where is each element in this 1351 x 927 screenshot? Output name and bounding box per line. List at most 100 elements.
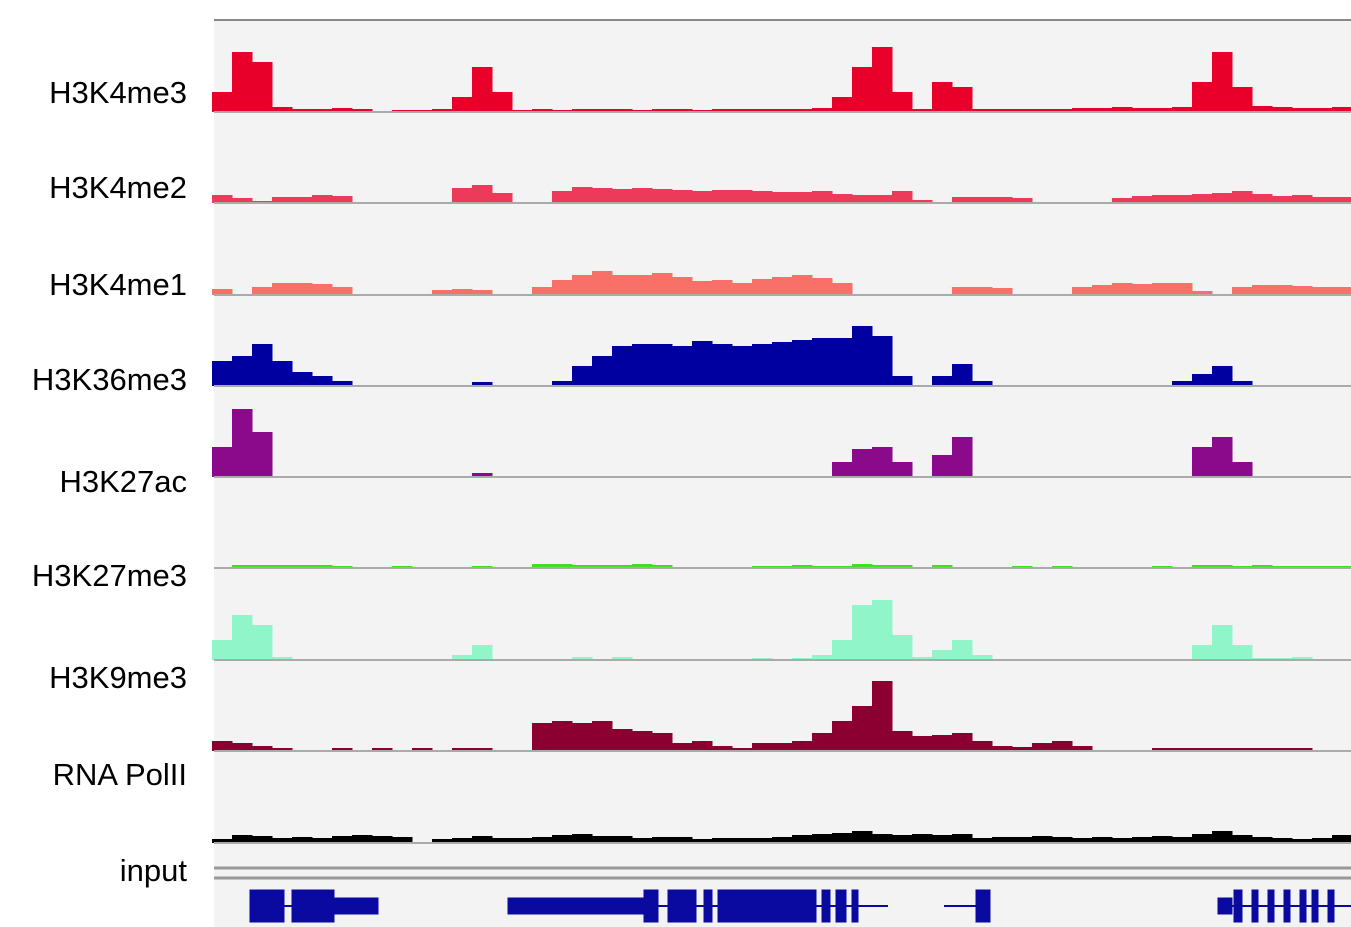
signal-bar: [412, 748, 433, 751]
signal-bar: [612, 346, 633, 386]
signal-bar: [712, 190, 733, 203]
signal-bar: [772, 342, 793, 386]
exon: [1283, 889, 1291, 923]
signal-bar: [792, 109, 813, 112]
signal-bar: [952, 437, 973, 477]
exon: [249, 889, 285, 923]
signal-bar: [212, 361, 233, 386]
signal-bar: [232, 409, 253, 477]
signal-bar: [352, 109, 373, 112]
signal-bar: [272, 197, 293, 203]
signal-bar: [352, 835, 373, 843]
signal-bar: [1172, 107, 1193, 112]
track-label: H3K27me3: [32, 558, 187, 593]
signal-bar: [472, 836, 493, 843]
signal-bar: [1052, 741, 1073, 751]
signal-bar: [712, 746, 733, 751]
signal-bar: [772, 192, 793, 203]
signal-bar: [732, 346, 753, 386]
signal-bar: [1212, 565, 1233, 568]
signal-bar: [1312, 838, 1333, 843]
signal-bar: [932, 376, 953, 386]
signal-bar: [992, 197, 1013, 203]
signal-bar: [772, 837, 793, 843]
track-panel: [214, 20, 1351, 927]
signal-bar: [1192, 447, 1213, 477]
signal-bar: [952, 834, 973, 843]
signal-bar: [992, 288, 1013, 295]
signal-bar: [692, 191, 713, 203]
signal-bar: [892, 191, 913, 203]
signal-bar: [792, 741, 813, 751]
signal-bar: [752, 279, 773, 295]
signal-bar: [1012, 198, 1033, 203]
track: [212, 600, 1351, 661]
signal-bar: [1232, 191, 1253, 203]
signal-bar: [472, 748, 493, 751]
signal-bar: [612, 275, 633, 295]
signal-bar: [852, 67, 873, 112]
track: [212, 185, 1351, 204]
signal-bar: [1232, 748, 1253, 751]
signal-bar: [952, 197, 973, 203]
signal-bar: [872, 447, 893, 477]
signal-bar: [692, 341, 713, 386]
signal-bar: [1332, 107, 1351, 112]
signal-bar: [632, 838, 653, 843]
signal-bar: [852, 564, 873, 568]
signal-bar: [1172, 283, 1193, 295]
signal-bar: [472, 67, 493, 112]
signal-bar: [312, 109, 333, 112]
signal-bar: [692, 741, 713, 751]
signal-bar: [652, 344, 673, 386]
signal-bar: [592, 721, 613, 751]
signal-bar: [1112, 838, 1133, 843]
signal-bar: [1072, 746, 1093, 751]
signal-bar: [372, 836, 393, 843]
signal-bar: [812, 834, 833, 843]
signal-bar: [1272, 196, 1293, 203]
signal-bar: [852, 831, 873, 843]
track-label: H3K4me1: [49, 267, 187, 302]
signal-bar: [292, 372, 313, 386]
signal-bar: [332, 196, 353, 203]
signal-bar: [392, 837, 413, 843]
signal-bar: [712, 280, 733, 295]
signal-bar: [432, 109, 453, 112]
signal-bar: [292, 565, 313, 568]
signal-bar: [792, 192, 813, 203]
signal-bar: [1212, 625, 1233, 660]
signal-bar: [1132, 108, 1153, 112]
signal-bar: [1152, 108, 1173, 112]
signal-bar: [872, 600, 893, 660]
signal-bar: [1292, 195, 1313, 203]
signal-bar: [972, 741, 993, 751]
signal-bar: [1212, 748, 1233, 751]
signal-bar: [672, 277, 693, 295]
track: [212, 409, 1351, 478]
signal-bar: [1252, 565, 1273, 568]
signal-bar: [572, 834, 593, 843]
signal-bar: [852, 706, 873, 751]
signal-bar: [1232, 462, 1253, 477]
signal-bar: [792, 340, 813, 386]
signal-bar: [892, 565, 913, 568]
signal-bar: [212, 640, 233, 660]
signal-bar: [912, 200, 933, 203]
signal-bar: [1092, 108, 1113, 112]
signal-bar: [892, 376, 913, 386]
signal-bar: [592, 109, 613, 112]
signal-bar: [1192, 565, 1213, 568]
signal-bar: [892, 635, 913, 660]
signal-bar: [1112, 107, 1133, 112]
signal-bar: [672, 837, 693, 843]
signal-bar: [1212, 366, 1233, 386]
signal-bar: [452, 289, 473, 295]
signal-bar: [612, 729, 633, 751]
signal-bar: [732, 283, 753, 295]
signal-bar: [672, 190, 693, 203]
exon: [975, 889, 991, 923]
signal-bar: [452, 748, 473, 751]
track-label: H3K4me2: [49, 170, 187, 205]
signal-bar: [372, 748, 393, 751]
